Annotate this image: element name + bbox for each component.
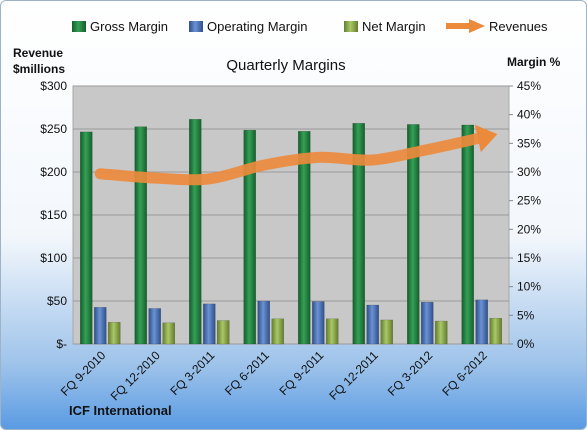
- legend-swatch-net-margin: [344, 21, 358, 32]
- y-left-tick-label: $200: [40, 165, 67, 179]
- y-left-label-line1: Revenue: [13, 46, 63, 60]
- bar-net-margin: [271, 318, 284, 345]
- bar-operating-margin: [203, 303, 216, 345]
- legend-label-gross-margin: Gross Margin: [90, 19, 168, 34]
- y-right-tick-label: 10%: [517, 280, 541, 294]
- y-right-tick-label: 35%: [517, 136, 541, 150]
- revenue-series: [94, 124, 498, 186]
- bar-gross-margin: [243, 129, 256, 345]
- bar-gross-margin: [461, 124, 474, 345]
- bar-gross-margin: [189, 119, 202, 345]
- y-left-tick-label: $100: [40, 251, 67, 265]
- bar-net-margin: [326, 318, 339, 345]
- revenue-line: [94, 132, 488, 186]
- x-tick-label: FQ 12-2011: [326, 348, 381, 403]
- bar-net-margin: [380, 319, 393, 345]
- bar-gross-margin: [407, 124, 420, 345]
- y-right-ticks: 0% 5% 10% 15% 20% 25% 30% 35% 40% 45%: [509, 79, 541, 351]
- y-right-tick-label: 40%: [517, 108, 541, 122]
- bar-operating-margin: [475, 299, 488, 345]
- legend-net-margin: Net Margin: [344, 19, 426, 34]
- y-left-label-line2: $millions: [13, 62, 65, 76]
- y-left-ticks: $- $50 $100 $150 $200 $250 $300: [40, 79, 67, 351]
- x-tick-label: FQ 9-2010: [58, 348, 109, 399]
- bar-gross-margin: [80, 131, 93, 345]
- legend-gross-margin: Gross Margin: [72, 19, 168, 34]
- legend-arrow-revenues: [469, 19, 485, 33]
- bar-operating-margin: [148, 308, 161, 345]
- bar-gross-margin: [134, 126, 147, 345]
- y-right-tick-label: 20%: [517, 222, 541, 236]
- legend-label-net-margin: Net Margin: [362, 19, 426, 34]
- y-left-tick-label: $50: [47, 294, 67, 308]
- chart-title: Quarterly Margins: [226, 57, 345, 74]
- y-left-tick-label: $150: [40, 208, 67, 222]
- bar-operating-margin: [366, 304, 379, 345]
- x-tick-label: FQ 9-2011: [277, 348, 327, 398]
- x-tick-label: FQ 3-2011: [168, 348, 218, 398]
- x-tick-label: FQ 12-2010: [108, 348, 163, 403]
- x-tick-label: FQ 6-2012: [439, 348, 490, 399]
- bar-gross-margin: [352, 123, 365, 345]
- x-tick-label: FQ 6-2011: [222, 348, 272, 398]
- footer-company: ICF International: [69, 403, 172, 418]
- bar-net-margin: [108, 321, 121, 345]
- y-right-tick-label: 45%: [517, 79, 541, 93]
- bar-operating-margin: [94, 307, 107, 345]
- y-right-tick-label: 30%: [517, 165, 541, 179]
- legend-swatch-operating-margin: [189, 21, 203, 32]
- legend-revenues: Revenues: [446, 19, 548, 34]
- bar-operating-margin: [421, 301, 434, 345]
- bar-net-margin: [489, 317, 502, 345]
- y-right-tick-label: 0%: [517, 337, 535, 351]
- bar-operating-margin: [257, 300, 270, 345]
- y-right-tick-label: 5%: [517, 308, 535, 322]
- bar-operating-margin: [312, 301, 325, 345]
- y-left-tick-label: $-: [56, 337, 67, 351]
- legend-swatch-gross-margin: [72, 21, 86, 32]
- legend-label-operating-margin: Operating Margin: [207, 19, 307, 34]
- legend-label-revenues: Revenues: [489, 19, 548, 34]
- bar-net-margin: [217, 320, 230, 345]
- y-left-tick-label: $250: [40, 122, 67, 136]
- legend: Gross Margin Operating Margin Net Margin…: [72, 19, 548, 34]
- x-tick-label: FQ 3-2012: [385, 348, 436, 399]
- x-axis-ticks: FQ 9-2010 FQ 12-2010 FQ 3-2011 FQ 6-2011 FQ …: [58, 348, 490, 403]
- legend-operating-margin: Operating Margin: [189, 19, 307, 34]
- y-right-tick-label: 25%: [517, 194, 541, 208]
- y-left-tick-label: $300: [40, 79, 67, 93]
- y-right-label: Margin %: [507, 55, 561, 69]
- bar-net-margin: [162, 322, 175, 345]
- y-right-tick-label: 15%: [517, 251, 541, 265]
- revenue-arrowhead: [474, 124, 498, 153]
- bar-gross-margin: [298, 131, 311, 345]
- bar-net-margin: [435, 320, 448, 345]
